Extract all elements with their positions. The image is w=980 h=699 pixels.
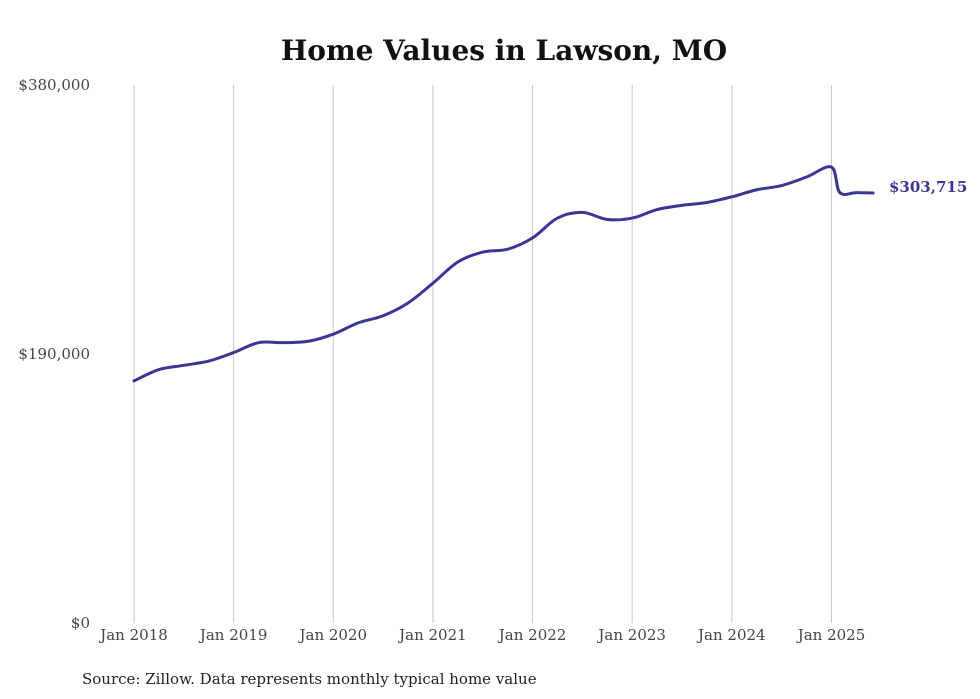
x-tick-label: Jan 2021 bbox=[397, 626, 467, 644]
y-tick-label: $0 bbox=[71, 614, 90, 632]
x-tick-label: Jan 2022 bbox=[497, 626, 567, 644]
x-tick-label: Jan 2020 bbox=[297, 626, 367, 644]
y-tick-label: $380,000 bbox=[18, 76, 90, 94]
home-value-series-line bbox=[132, 165, 875, 383]
gridlines bbox=[133, 85, 832, 623]
latest-value-label: $303,715 bbox=[889, 178, 967, 196]
y-axis-tick-labels: $0 $190,000 $380,000 bbox=[18, 76, 90, 632]
source-note: Source: Zillow. Data represents monthly … bbox=[82, 670, 537, 688]
x-tick-label: Jan 2025 bbox=[796, 626, 866, 644]
x-tick-label: Jan 2023 bbox=[596, 626, 666, 644]
x-axis-tick-labels: Jan 2018 Jan 2019 Jan 2020 Jan 2021 Jan 2022… bbox=[98, 626, 865, 644]
chart-title: Home Values in Lawson, MO bbox=[281, 34, 727, 67]
x-tick-label: Jan 2018 bbox=[98, 626, 168, 644]
x-tick-label: Jan 2024 bbox=[696, 626, 766, 644]
x-tick-label: Jan 2019 bbox=[198, 626, 268, 644]
y-tick-label: $190,000 bbox=[18, 345, 90, 363]
